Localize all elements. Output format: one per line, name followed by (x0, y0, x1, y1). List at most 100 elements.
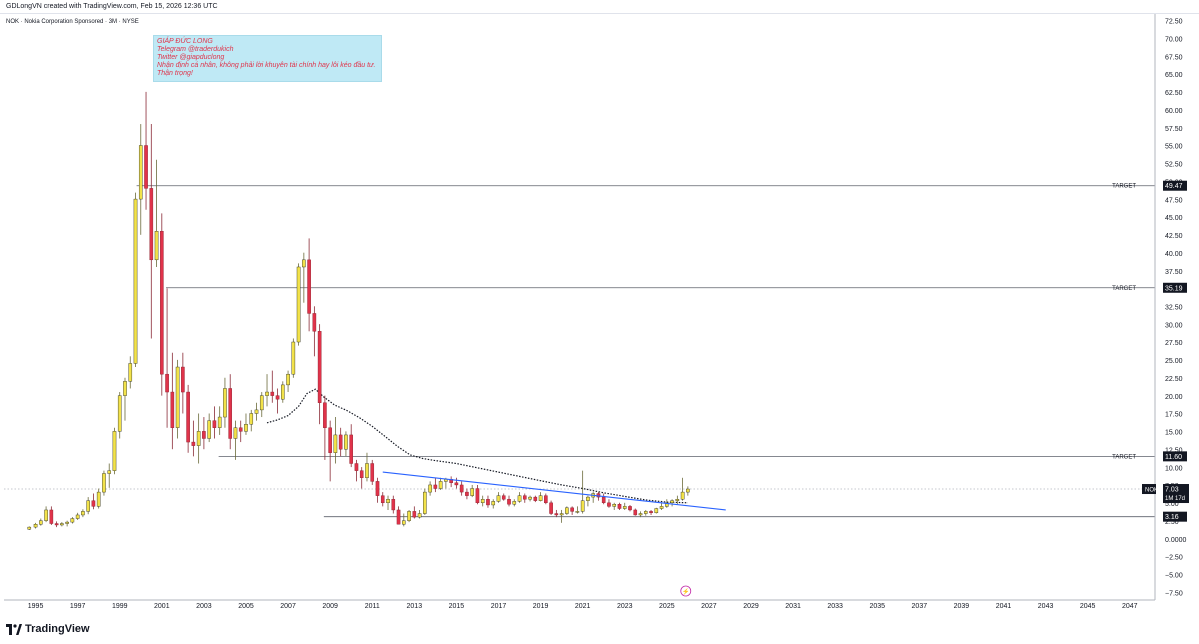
event-marker-icon (680, 585, 692, 597)
x-tick-label: 2035 (869, 603, 885, 610)
candle-body (112, 431, 117, 471)
candle-body (175, 366, 180, 428)
candle-body (359, 470, 364, 478)
y-tick-label: 57.50 (1165, 126, 1183, 133)
candle-body (549, 502, 553, 514)
candle-body (565, 507, 569, 514)
candle-body (212, 420, 217, 428)
candle-body (486, 499, 490, 506)
candle-body (117, 395, 122, 432)
candle-body (307, 259, 311, 314)
candle-body (601, 496, 606, 504)
candle-body (228, 388, 233, 439)
candle-body (559, 513, 564, 516)
y-tick-label: 32.50 (1165, 305, 1183, 312)
x-axis: 1995 1997 1999 2001 2003 2005 2007 2009 2011 2013… (4, 599, 1155, 610)
candle-body (186, 391, 190, 443)
tradingview-brand: TradingView (25, 623, 90, 635)
candle-body (570, 507, 574, 512)
support-value-label: 3.16 (1165, 514, 1179, 521)
y-tick-label: 25.00 (1165, 358, 1183, 365)
candle-body (27, 526, 32, 530)
x-tick-label: 2047 (1122, 603, 1138, 610)
x-tick-label: 2039 (954, 603, 970, 610)
candle-body (538, 495, 543, 501)
candle-body (233, 427, 238, 439)
x-tick-label: 2029 (743, 603, 759, 610)
candles-layer (27, 91, 690, 530)
candle-body (223, 388, 227, 418)
candle-body (70, 518, 75, 523)
x-tick-label: 1997 (70, 603, 86, 610)
candle-body (628, 506, 632, 511)
y-tick-label: 2.50 (1165, 519, 1179, 526)
candle-body (575, 511, 580, 513)
candle-body (33, 524, 38, 528)
y-tick-label: 10.00 (1165, 465, 1183, 472)
candle-body (438, 481, 443, 489)
symbol-tag-bg (1142, 484, 1156, 495)
countdown-label: 1M 17d (1165, 496, 1185, 502)
target-value-bg (1163, 451, 1187, 462)
candle-body (138, 145, 143, 200)
candle-body (480, 499, 485, 504)
x-tick-label: 1999 (112, 603, 128, 610)
candle-body (265, 391, 269, 396)
candle-body (328, 427, 332, 453)
candle-body (323, 402, 327, 428)
candle-body (470, 488, 474, 496)
horizontal-lines-layer: TARGET TARGET TARGET (4, 184, 1155, 518)
symbol-tag: NOK (1145, 488, 1158, 494)
target-value-label: 49.47 (1165, 183, 1183, 190)
footer: TradingView (0, 614, 1199, 644)
target-text: TARGET (1112, 286, 1136, 292)
candle-body (612, 504, 617, 507)
target-value-bg (1163, 180, 1187, 191)
candle-body (154, 231, 159, 261)
y-tick-label: 17.50 (1165, 412, 1183, 419)
candle-body (344, 434, 348, 450)
x-tick-label: 2013 (407, 603, 423, 610)
x-tick-label: 2045 (1080, 603, 1096, 610)
candle-body (191, 441, 196, 446)
candle-body (128, 363, 133, 382)
candle-body (302, 259, 306, 268)
tradingview-logo[interactable]: TradingView (6, 623, 90, 635)
candle-body (649, 511, 653, 514)
y-tick-label: 27.50 (1165, 340, 1183, 347)
note-line-twitter: Twitter @giapduclong (157, 54, 225, 61)
note-line-telegram: Telegram @traderdukich (157, 46, 234, 53)
candle-body (554, 513, 559, 516)
candle-body (665, 502, 669, 507)
candle-body (281, 384, 285, 400)
y-tick-label: 65.00 (1165, 72, 1183, 79)
y-tick-label: 12.50 (1165, 447, 1183, 454)
candle-body (496, 495, 501, 502)
candle-body (454, 482, 459, 486)
author-note[interactable]: GIÁP ĐỨC LONG Telegram @traderdukich Twi… (153, 35, 382, 82)
candle-body (102, 473, 106, 493)
candle-body (680, 491, 685, 500)
y-tick-label: 70.00 (1165, 37, 1183, 44)
downtrend-line (382, 471, 726, 511)
candle-body (196, 431, 201, 446)
candle-body (401, 520, 406, 525)
candle-body (501, 495, 506, 500)
y-tick-label: −7.50 (1165, 590, 1183, 597)
note-line-caution: Thận trọng! (157, 70, 193, 77)
candle-body (643, 511, 648, 514)
x-tick-label: 2009 (322, 603, 338, 610)
candle-body (412, 511, 417, 518)
candle-body (286, 373, 290, 386)
y-tick-label: −5.00 (1165, 572, 1183, 579)
candle-body (675, 499, 680, 501)
x-tick-label: 2023 (617, 603, 633, 610)
candle-body (275, 395, 280, 400)
candle-body (512, 501, 517, 505)
x-tick-label: 2007 (280, 603, 296, 610)
candle-body (428, 484, 432, 493)
candle-body (165, 373, 169, 393)
target-text: TARGET (1112, 454, 1136, 460)
candle-body (417, 513, 422, 518)
